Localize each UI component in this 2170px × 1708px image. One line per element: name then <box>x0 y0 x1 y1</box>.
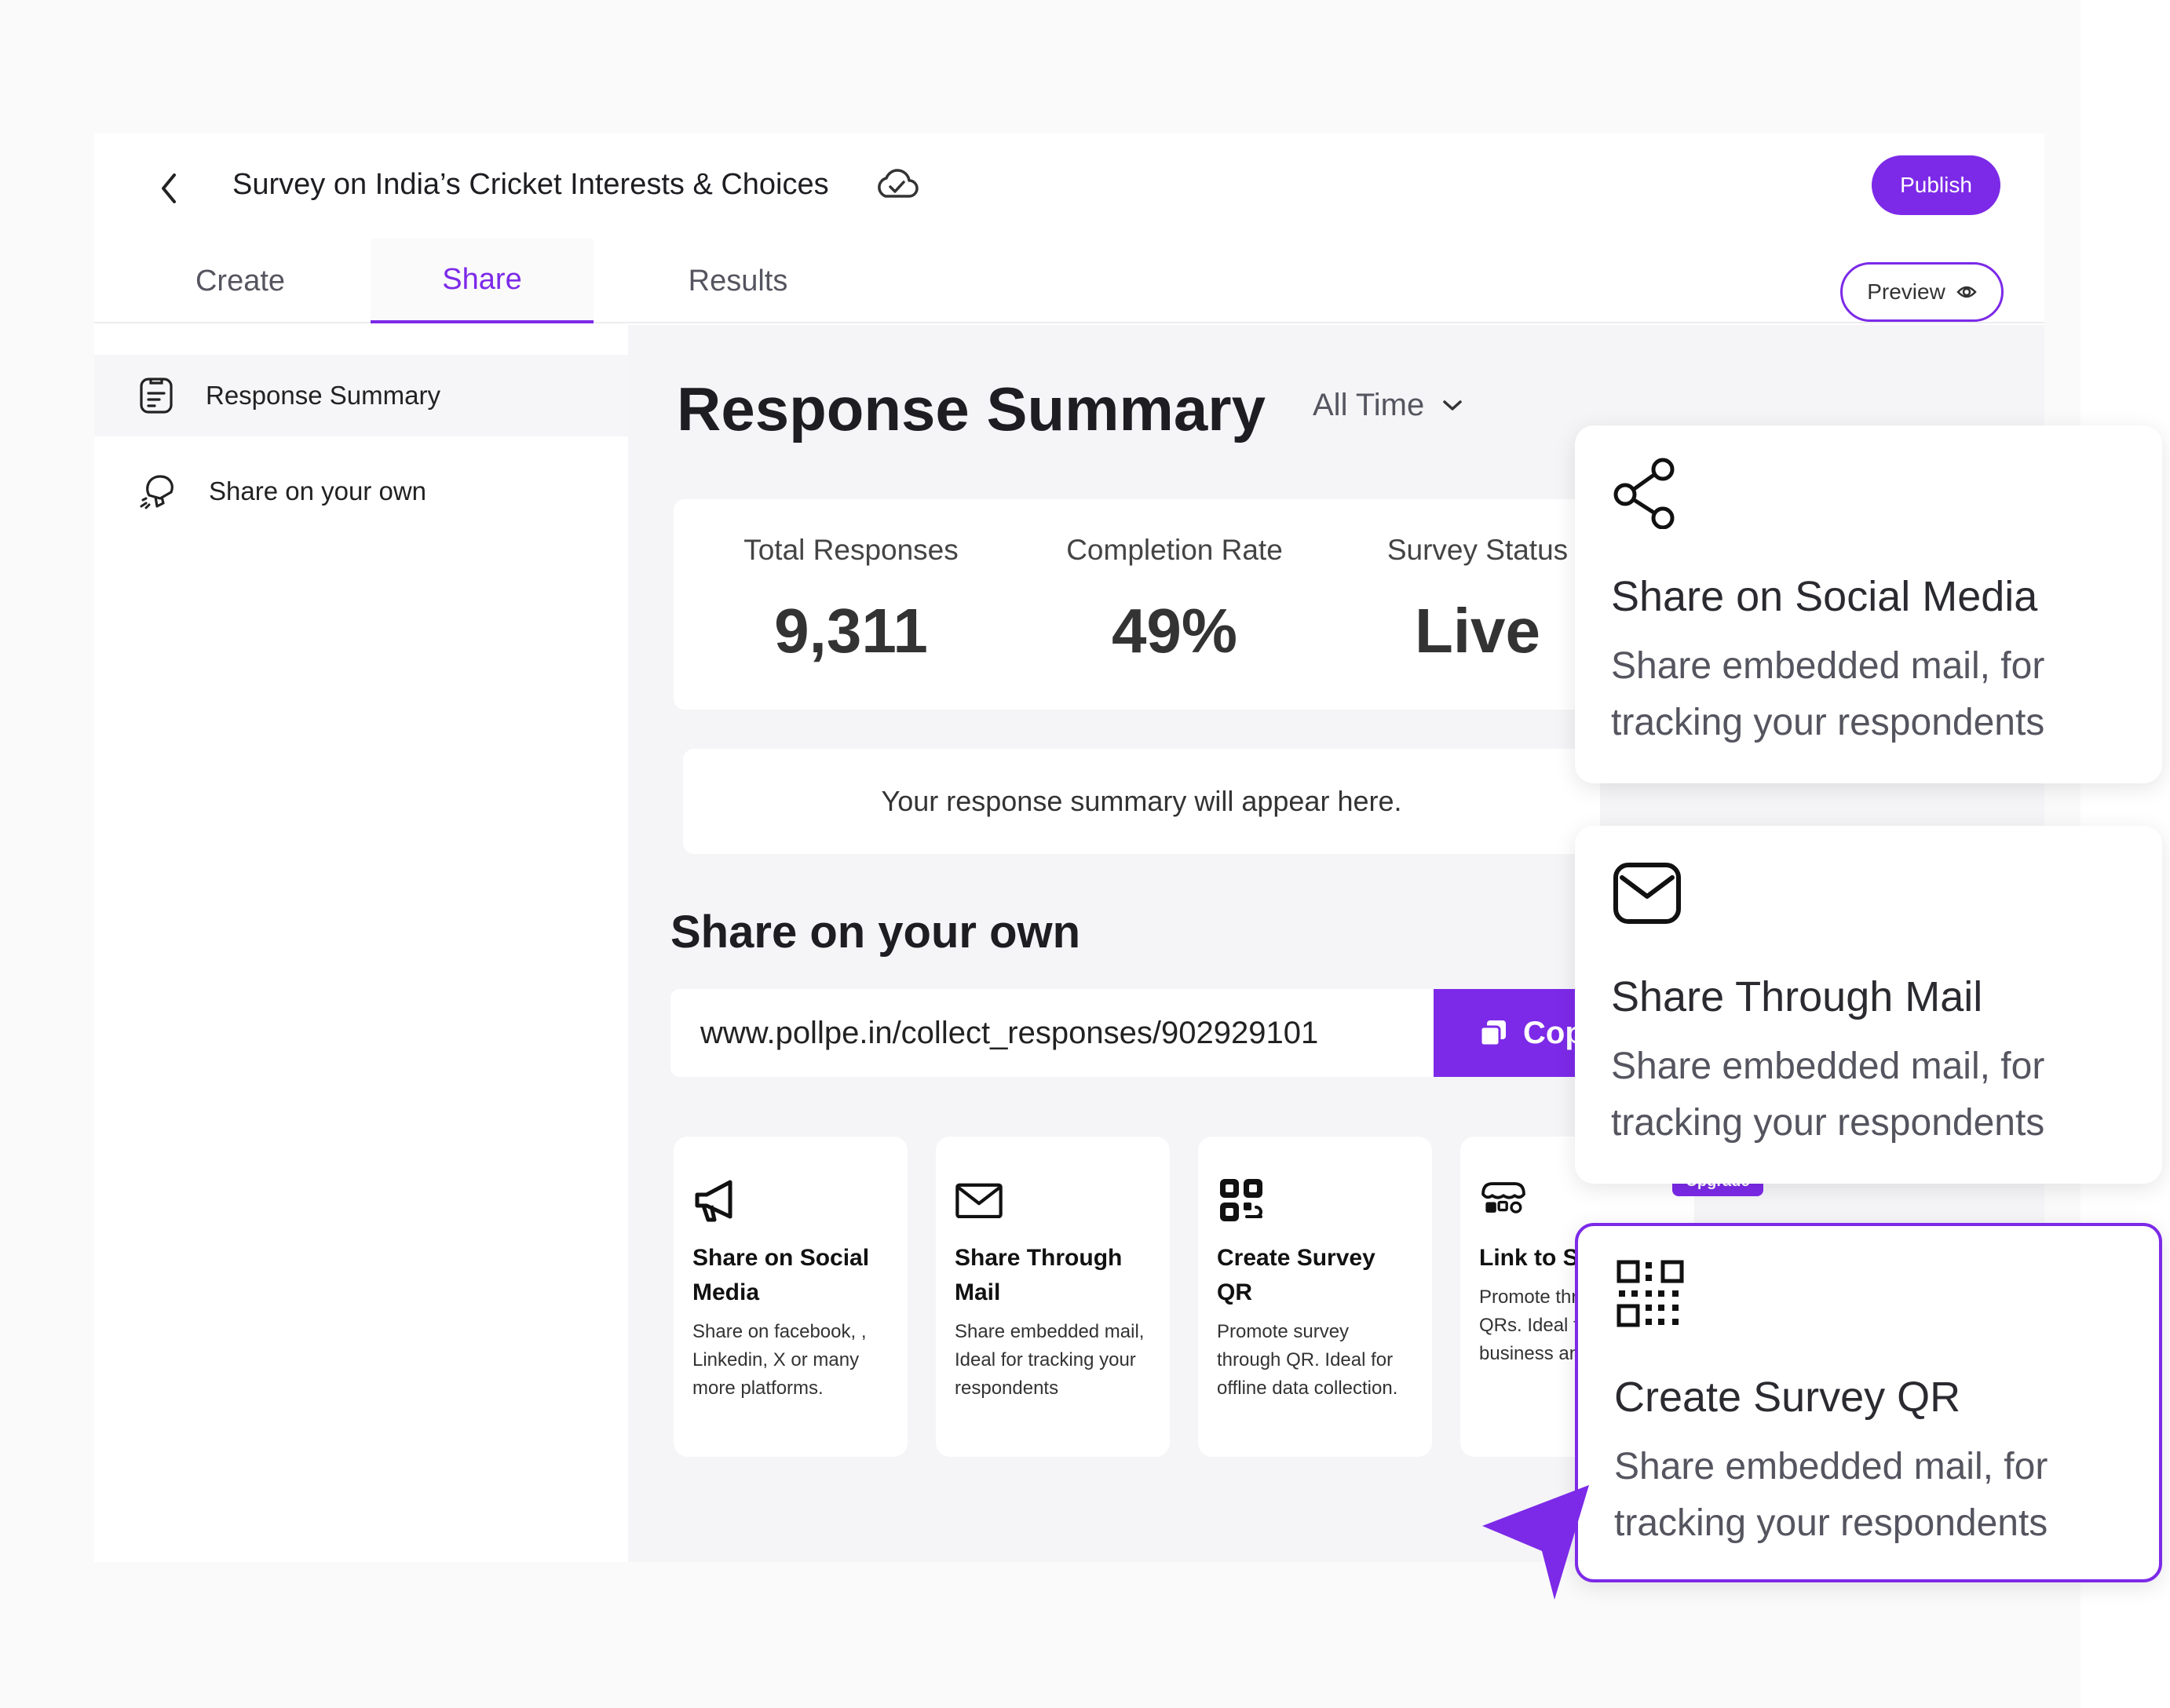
float-card-social[interactable]: Share on Social Media Share embedded mai… <box>1575 425 2162 783</box>
sidebar-item-share-own[interactable]: Share on your own <box>94 451 628 532</box>
stat-value: Live <box>1414 596 1541 666</box>
stat-label: Completion Rate <box>1066 534 1283 566</box>
share-card-title: Create Survey QR <box>1217 1245 1375 1305</box>
float-card-title: Share on Social Media <box>1611 573 2038 620</box>
chevron-left-icon <box>162 173 176 203</box>
stat-survey-status: Survey Status Live <box>1336 534 1619 667</box>
float-card-desc: Share embedded mail, for tracking your r… <box>1611 1046 2045 1144</box>
share-icon <box>1613 458 1675 530</box>
page-title: Response Summary <box>677 374 1266 443</box>
back-button[interactable] <box>149 165 188 212</box>
float-card-desc: Share embedded mail, for tracking your r… <box>1614 1446 2048 1544</box>
copy-icon <box>1479 1020 1506 1047</box>
stat-completion-rate: Completion Rate 49% <box>1033 534 1316 667</box>
float-card-title: Create Survey QR <box>1614 1374 1961 1421</box>
stat-label: Survey Status <box>1386 534 1569 566</box>
time-filter-dropdown[interactable]: All Time <box>1313 388 1463 423</box>
survey-title: Survey on India’s Cricket Interests & Ch… <box>232 168 829 201</box>
share-card-qr[interactable]: Create Survey QR Promote survey through … <box>1198 1137 1432 1457</box>
share-card-desc: Share on facebook, , Linkedin, X or many… <box>692 1321 867 1399</box>
sidebar-item-label: Response Summary <box>206 381 440 410</box>
sidebar: Response Summary Share on your own <box>94 325 628 1562</box>
mail-icon <box>1613 863 1681 924</box>
stat-label: Total Responses <box>743 534 959 566</box>
mail-icon <box>955 1183 1003 1219</box>
share-card-mail[interactable]: Share Through Mail Share embedded mail, … <box>936 1137 1170 1457</box>
sidebar-item-response-summary[interactable]: Response Summary <box>94 355 628 436</box>
share-card-title: Share on Social Media <box>692 1245 870 1305</box>
stat-value: 9,311 <box>774 596 928 666</box>
publish-button[interactable]: Publish <box>1872 155 2000 215</box>
tab-share[interactable]: Share <box>371 239 594 323</box>
pointer-cursor-icon <box>1482 1485 1589 1600</box>
qr-code-icon <box>1220 1179 1262 1221</box>
share-card-desc: Promote survey through QR. Ideal for off… <box>1217 1321 1398 1399</box>
share-card-social[interactable]: Share on Social Media Share on facebook,… <box>674 1137 908 1457</box>
time-filter-value: All Time <box>1313 388 1425 422</box>
tab-bar: Create Share Results <box>94 239 2044 323</box>
megaphone-outline-icon <box>140 475 174 509</box>
share-heading: Share on your own <box>670 907 1081 958</box>
share-url-field[interactable]: www.pollpe.in/collect_responses/90292910… <box>670 989 1434 1077</box>
tab-create[interactable]: Create <box>195 264 286 297</box>
preview-label: Preview <box>1867 279 1945 304</box>
eye-icon <box>1956 286 1977 298</box>
clipboard-icon <box>140 378 173 414</box>
store-icon <box>1481 1182 1525 1213</box>
float-card-desc: Share embedded mail, for tracking your r… <box>1611 645 2045 743</box>
share-card-desc: Share embedded mail, Ideal for tracking … <box>955 1321 1145 1399</box>
float-card-qr[interactable]: Create Survey QR Share embedded mail, fo… <box>1575 1223 2162 1582</box>
megaphone-icon <box>695 1180 732 1222</box>
cloud-saved-icon <box>878 169 919 198</box>
stat-value: 49% <box>1111 596 1238 666</box>
tab-results[interactable]: Results <box>688 264 788 297</box>
chevron-down-icon <box>1443 400 1462 411</box>
qr-code-icon <box>1617 1260 1684 1327</box>
sidebar-item-label: Share on your own <box>209 476 427 505</box>
float-card-title: Share Through Mail <box>1611 973 1983 1020</box>
stat-total-responses: Total Responses 9,311 <box>710 534 992 667</box>
preview-button[interactable]: Preview <box>1840 262 2004 322</box>
summary-placeholder: Your response summary will appear here. <box>683 749 1600 854</box>
share-card-title: Share Through Mail <box>955 1245 1123 1305</box>
stats-card: Total Responses 9,311 Completion Rate 49… <box>674 499 1600 710</box>
float-card-mail[interactable]: Share Through Mail Share embedded mail, … <box>1575 826 2162 1184</box>
